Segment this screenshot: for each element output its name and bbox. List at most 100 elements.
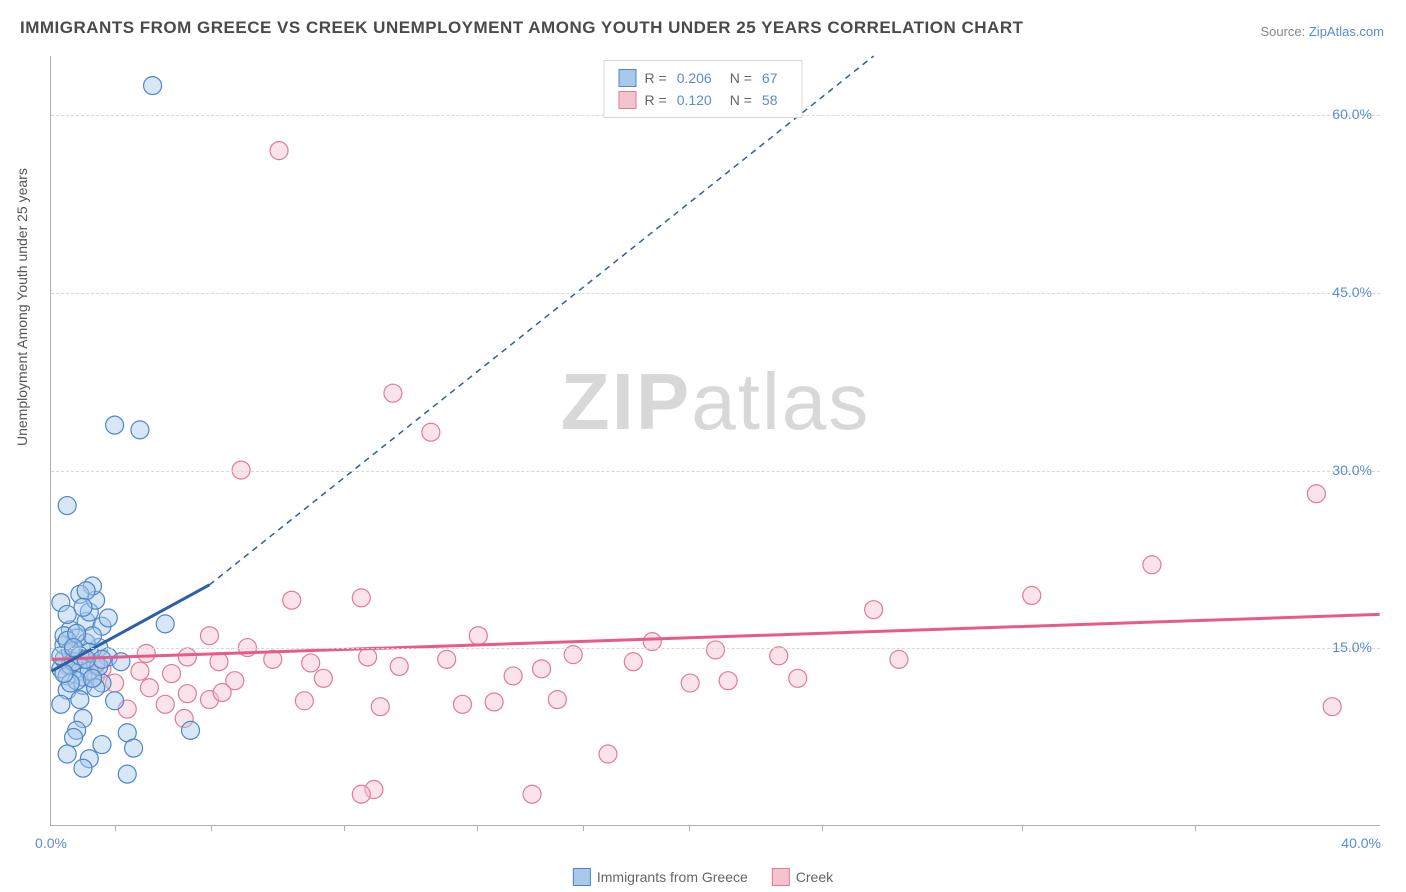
- pink-point: [789, 669, 807, 687]
- legend-r-value: 0.120: [677, 92, 712, 108]
- pink-point: [681, 674, 699, 692]
- x-tick-mark: [689, 825, 690, 831]
- x-origin-label: 0.0%: [35, 835, 67, 851]
- series-legend: Immigrants from Greece Creek: [573, 868, 833, 886]
- pink-point: [624, 653, 642, 671]
- legend-r-label: R =: [645, 92, 667, 108]
- legend-r-value: 0.206: [677, 70, 712, 86]
- pink-point: [140, 679, 158, 697]
- pink-point: [314, 669, 332, 687]
- blue-point: [156, 615, 174, 633]
- blue-point: [93, 736, 111, 754]
- pink-point: [163, 665, 181, 683]
- plot-area: ZIPatlas 15.0%30.0%45.0%60.0%0.0%40.0%: [50, 56, 1380, 826]
- legend-n-label: N =: [730, 92, 752, 108]
- pink-point: [1023, 586, 1041, 604]
- legend-swatch: [619, 69, 637, 87]
- blue-point: [58, 745, 76, 763]
- legend-n-label: N =: [730, 70, 752, 86]
- source-label: Source:: [1260, 24, 1308, 39]
- blue-point: [77, 582, 95, 600]
- x-tick-mark: [583, 825, 584, 831]
- x-tick-mark: [211, 825, 212, 831]
- blue-point: [125, 739, 143, 757]
- series-legend-item: Immigrants from Greece: [573, 868, 748, 886]
- x-tick-mark: [822, 825, 823, 831]
- pink-point: [599, 745, 617, 763]
- pink-point: [178, 648, 196, 666]
- x-tick-mark: [477, 825, 478, 831]
- legend-swatch: [619, 91, 637, 109]
- blue-point: [182, 721, 200, 739]
- blue-point: [106, 692, 124, 710]
- series-legend-label: Immigrants from Greece: [597, 869, 748, 885]
- blue-point: [144, 77, 162, 95]
- pink-point: [371, 698, 389, 716]
- pink-point: [1323, 698, 1341, 716]
- pink-point: [302, 654, 320, 672]
- x-tick-mark: [344, 825, 345, 831]
- x-tick-mark: [1195, 825, 1196, 831]
- blue-point: [83, 669, 101, 687]
- pink-point: [295, 692, 313, 710]
- pink-point: [178, 685, 196, 703]
- pink-point: [1307, 485, 1325, 503]
- pink-point: [485, 693, 503, 711]
- blue-point: [52, 695, 70, 713]
- blue-point: [74, 598, 92, 616]
- pink-point: [504, 667, 522, 685]
- blue-point: [71, 691, 89, 709]
- y-tick-label: 15.0%: [1332, 639, 1372, 655]
- pink-point: [137, 644, 155, 662]
- blue-point: [74, 759, 92, 777]
- y-tick-label: 60.0%: [1332, 106, 1372, 122]
- blue-point: [106, 416, 124, 434]
- pink-point: [865, 601, 883, 619]
- pink-point: [890, 650, 908, 668]
- pink-point: [523, 785, 541, 803]
- blue-point: [83, 627, 101, 645]
- chart-svg: [51, 56, 1380, 825]
- blue-point: [58, 497, 76, 515]
- gridline: [51, 648, 1380, 649]
- legend-row: R = 0.120 N = 58: [619, 89, 788, 111]
- pink-point: [469, 627, 487, 645]
- pink-point: [352, 589, 370, 607]
- pink-point: [156, 695, 174, 713]
- y-axis-label: Unemployment Among Youth under 25 years: [14, 168, 30, 446]
- legend-n-value: 58: [762, 92, 778, 108]
- series-legend-label: Creek: [796, 869, 833, 885]
- chart-title: IMMIGRANTS FROM GREECE VS CREEK UNEMPLOY…: [20, 18, 1023, 38]
- pink-point: [210, 653, 228, 671]
- pink-point: [454, 695, 472, 713]
- pink-point: [283, 591, 301, 609]
- pink-point: [422, 423, 440, 441]
- source-attribution: Source: ZipAtlas.com: [1260, 24, 1384, 39]
- trend-line: [209, 56, 873, 585]
- pink-point: [770, 647, 788, 665]
- y-tick-label: 30.0%: [1332, 462, 1372, 478]
- x-tick-mark: [115, 825, 116, 831]
- pink-point: [213, 684, 231, 702]
- legend-swatch: [772, 868, 790, 886]
- pink-point: [270, 142, 288, 160]
- legend-row: R = 0.206 N = 67: [619, 67, 788, 89]
- x-tick-mark: [1022, 825, 1023, 831]
- gridline: [51, 293, 1380, 294]
- legend-r-label: R =: [645, 70, 667, 86]
- gridline: [51, 471, 1380, 472]
- pink-point: [719, 672, 737, 690]
- blue-point: [118, 765, 136, 783]
- pink-point: [201, 627, 219, 645]
- series-legend-item: Creek: [772, 868, 833, 886]
- y-tick-label: 45.0%: [1332, 284, 1372, 300]
- source-link[interactable]: ZipAtlas.com: [1309, 24, 1384, 39]
- pink-point: [384, 384, 402, 402]
- pink-point: [438, 650, 456, 668]
- pink-point: [390, 657, 408, 675]
- pink-point: [533, 660, 551, 678]
- x-end-label: 40.0%: [1341, 835, 1381, 851]
- blue-point: [131, 421, 149, 439]
- blue-point: [65, 728, 83, 746]
- legend-n-value: 67: [762, 70, 778, 86]
